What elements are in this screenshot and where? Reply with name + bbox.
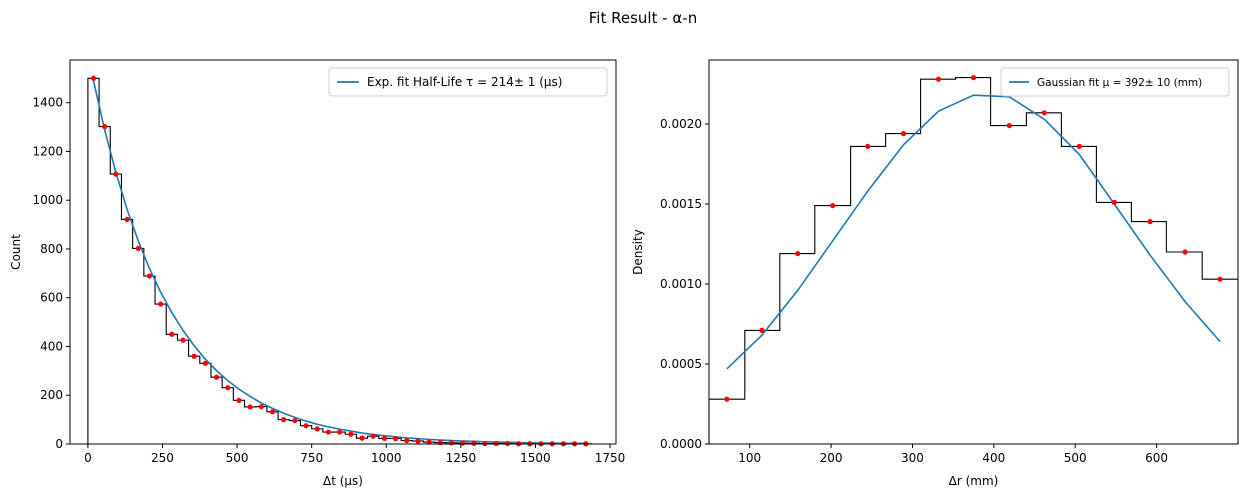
data-point (247, 404, 253, 410)
data-point (269, 409, 276, 415)
x-tick-label: 1750 (595, 451, 626, 465)
data-point (830, 203, 836, 209)
data-point (724, 396, 730, 402)
y-tick-label: 0.0010 (660, 277, 702, 291)
y-tick-label: 200 (40, 388, 63, 402)
data-point (202, 360, 208, 366)
data-point (146, 273, 153, 279)
data-point (1182, 249, 1188, 255)
data-point (381, 435, 387, 441)
axes-frame (69, 59, 617, 445)
data-point (935, 76, 942, 82)
legend-label: Gaussian fit μ = 392± 10 (mm) (1037, 77, 1202, 89)
data-point (258, 404, 264, 410)
x-tick-label: 250 (151, 451, 174, 465)
figure-title: Fit Result - α-n (589, 9, 697, 27)
legend-label: Exp. fit Half-Life τ = 214± 1 (μs) (367, 75, 562, 89)
data-point (348, 431, 354, 437)
data-point (471, 440, 477, 446)
data-point (213, 374, 220, 380)
left-plot-exponential-fit: 0 250 500 750 1000 1250 1500 1750 0 200 400 600 800 1… (9, 59, 626, 488)
histogram-steps (708, 77, 1239, 444)
data-point (169, 331, 175, 337)
data-point (795, 251, 801, 257)
fit-line (92, 80, 586, 445)
data-point (337, 429, 343, 435)
data-point (113, 171, 119, 177)
data-point (404, 437, 410, 444)
y-tick-label: 400 (40, 339, 63, 353)
y-tick-label: 0.0005 (660, 357, 702, 371)
x-tick-label: 100 (738, 451, 761, 465)
data-point (281, 417, 287, 423)
x-tick-label: 1250 (446, 451, 477, 465)
y-axis-label: Density (631, 229, 645, 275)
data-point (1217, 276, 1223, 282)
data-point (102, 123, 108, 130)
data-point (370, 433, 376, 439)
y-tick-label: 800 (40, 242, 63, 256)
x-tick-label: 300 (901, 451, 924, 465)
x-tick-label: 1000 (371, 451, 402, 465)
x-axis-label: Δt (μs) (323, 474, 363, 488)
x-tick-label: 0 (84, 451, 92, 465)
data-point (225, 385, 231, 391)
x-tick-label: 500 (1064, 451, 1087, 465)
data-point (359, 435, 365, 441)
data-point (392, 436, 399, 442)
x-tick-label: 200 (820, 451, 843, 465)
legend-box (328, 67, 608, 97)
y-tick-label: 1400 (32, 96, 63, 110)
x-axis-label: Δr (mm) (949, 474, 999, 488)
data-point (1111, 199, 1117, 205)
x-tick-label: 750 (300, 451, 323, 465)
y-axis-label: Count (9, 234, 23, 270)
data-point (191, 353, 197, 359)
data-point (426, 439, 432, 445)
y-tick-label: 1200 (32, 144, 63, 158)
histogram-steps (87, 77, 592, 445)
data-point (900, 131, 907, 137)
data-point (292, 417, 298, 424)
data-point (325, 429, 332, 435)
legend-box (1000, 67, 1230, 97)
data-point (415, 438, 421, 444)
data-point (90, 75, 97, 81)
data-point (759, 327, 765, 333)
axes-frame (708, 59, 1239, 445)
data-point (865, 143, 871, 149)
data-point (236, 397, 242, 403)
data-point (135, 245, 141, 252)
x-tick-label: 600 (1145, 451, 1168, 465)
data-point (448, 440, 455, 446)
right-plot-gaussian-fit: 100 200 300 400 500 600 0.0000 0.0005 0.0010 0.00… (631, 59, 1239, 488)
y-tick-label: 0 (55, 437, 63, 451)
y-tick-label: 600 (40, 291, 63, 305)
x-tick-label: 400 (982, 451, 1005, 465)
data-point (158, 301, 164, 307)
y-tick-label: 0.0015 (660, 197, 702, 211)
data-point (303, 423, 309, 429)
data-point (180, 337, 186, 343)
y-tick-label: 0.0000 (660, 437, 702, 451)
data-point (1041, 110, 1047, 116)
y-tick-label: 0.0020 (660, 117, 702, 131)
data-point (970, 75, 977, 81)
fit-line (726, 94, 1221, 370)
data-point (1147, 219, 1153, 225)
data-point (314, 426, 320, 432)
data-point (1076, 143, 1082, 149)
y-tick-label: 1000 (32, 193, 63, 207)
x-tick-label: 1500 (520, 451, 551, 465)
data-point (124, 216, 130, 223)
data-point (1006, 123, 1012, 129)
x-tick-label: 500 (226, 451, 249, 465)
